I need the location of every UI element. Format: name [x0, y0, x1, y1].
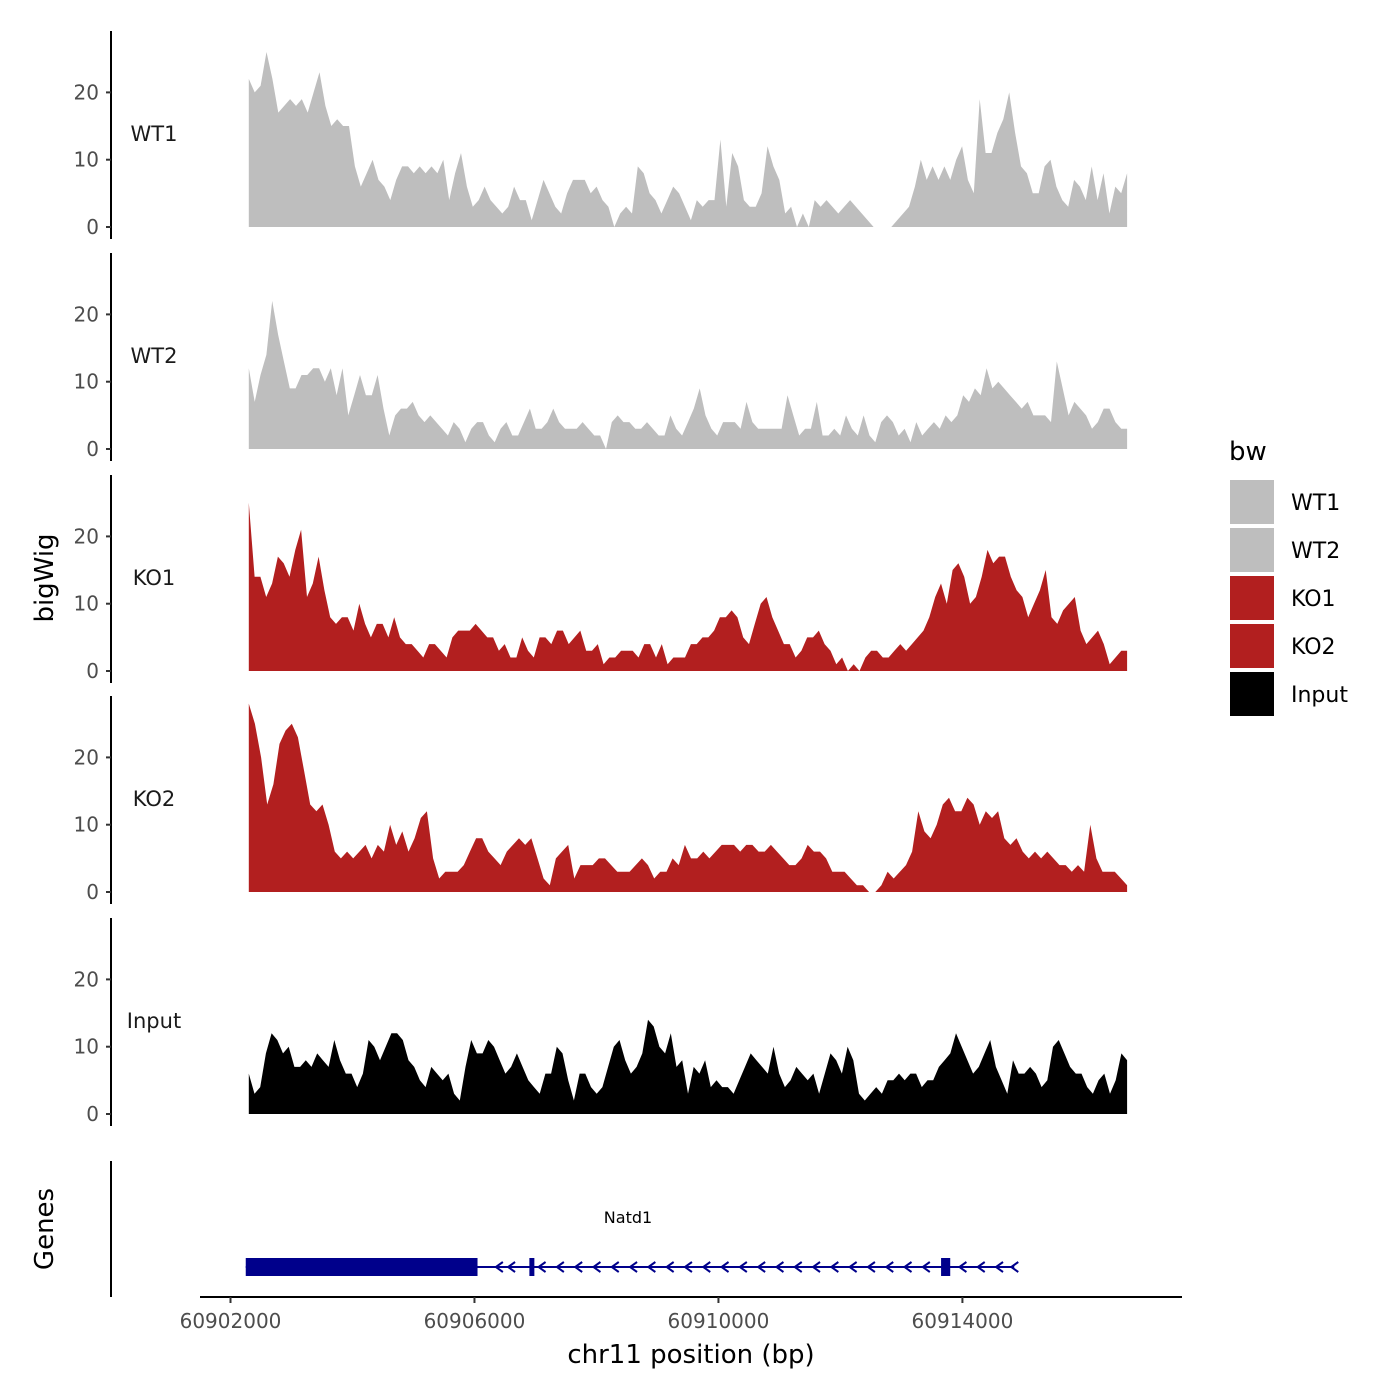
track-label-ko2: KO2: [133, 787, 176, 811]
area-ko2: [248, 703, 1128, 892]
gene-strand-arrow: [738, 1261, 748, 1273]
gene-strand-arrow: [555, 1261, 565, 1273]
panel-wt1: 0 10 20 WT1: [74, 31, 1128, 239]
panel-ko1: 0 10 20 KO1: [74, 475, 1128, 683]
gene-strand-arrow: [976, 1261, 986, 1273]
gene-strand-arrow: [506, 1261, 516, 1273]
x-tick-label: 60906000: [424, 1309, 526, 1333]
gene-strand-arrow: [610, 1261, 620, 1273]
gene-strand-arrow: [719, 1261, 730, 1273]
gene-exon: [245, 1258, 478, 1276]
gene-strand-arrow: [811, 1261, 821, 1273]
x-ticks: 60902000 60906000 60910000 60914000: [180, 1297, 1014, 1333]
panel-input: 0 10 20 Input: [74, 918, 1128, 1126]
gene-track-label: Genes: [30, 1188, 60, 1270]
gene-strand-arrow: [591, 1261, 602, 1273]
gene-strand-arrow: [829, 1261, 839, 1273]
gene-strand-arrow: [683, 1261, 693, 1273]
track-label-wt2: WT2: [131, 344, 178, 368]
legend-items: WT1 WT2 KO1 KO2 Input: [1230, 480, 1348, 716]
gene-strand-arrow: [957, 1261, 968, 1273]
gene-strand-arrow: [628, 1261, 638, 1273]
x-tick-label: 60902000: [180, 1309, 282, 1333]
gene-strand-arrow: [664, 1261, 675, 1273]
y-tick-label: 10: [74, 370, 99, 394]
y-tick-label: 10: [74, 813, 99, 837]
area-ko1: [248, 502, 1128, 671]
x-tick-label: 60910000: [668, 1309, 770, 1333]
gene-model: [245, 1258, 1019, 1276]
y-tick-label: 20: [74, 745, 99, 769]
gene-strand-arrow: [774, 1261, 785, 1273]
y-tick-label: 0: [86, 880, 99, 904]
y-tick-label: 0: [86, 437, 99, 461]
y-tick-label: 20: [74, 524, 99, 548]
y-axis-title: bigWig: [30, 533, 60, 622]
track-label-ko1: KO1: [133, 566, 176, 590]
gene-track: Genes Natd1: [30, 1161, 1019, 1297]
y-tick-label: 20: [74, 302, 99, 326]
y-tick-label: 0: [86, 659, 99, 683]
y-tick-label: 10: [74, 1035, 99, 1059]
legend-swatch-wt1: [1230, 480, 1274, 524]
area-input: [248, 1019, 1128, 1114]
y-tick-label: 10: [74, 148, 99, 172]
legend: bw WT1 WT2 KO1 KO2 Input: [1229, 437, 1348, 716]
gene-strand-arrow: [921, 1261, 931, 1273]
legend-swatch-ko1: [1230, 576, 1274, 620]
gene-strand-arrow: [1009, 1261, 1019, 1273]
legend-label-ko2: KO2: [1291, 635, 1336, 660]
track-label-wt1: WT1: [131, 122, 178, 146]
gene-strand-arrow: [902, 1261, 913, 1273]
x-axis: 60902000 60906000 60910000 60914000 chr11 p…: [180, 1296, 1182, 1370]
gene-strand-arrow: [573, 1261, 583, 1273]
gene-exon: [941, 1258, 951, 1276]
x-axis-title: chr11 position (bp): [567, 1340, 814, 1370]
gene-strand-arrow: [494, 1261, 504, 1273]
gene-strand-arrow: [701, 1261, 711, 1273]
track-panels: 0 10 20 WT1 0 10 20 WT2 0 10 20 KO1 0 10 20 KO2 0 10 20 Inp…: [74, 31, 1128, 1126]
legend-label-wt1: WT1: [1291, 491, 1340, 516]
legend-label-wt2: WT2: [1291, 539, 1340, 564]
y-tick-label: 20: [74, 80, 99, 104]
y-tick-label: 0: [86, 215, 99, 239]
y-tick-label: 10: [74, 592, 99, 616]
area-wt1: [248, 52, 1128, 227]
gene-strand-arrow: [536, 1261, 547, 1273]
legend-swatch-input: [1230, 672, 1274, 716]
gene-strand-arrow: [884, 1261, 894, 1273]
legend-swatch-wt2: [1230, 528, 1274, 572]
gene-strand-arrow: [756, 1261, 766, 1273]
area-wt2: [248, 300, 1128, 449]
gene-strand-arrow: [793, 1261, 803, 1273]
gene-strand-arrow: [847, 1261, 858, 1273]
x-tick-label: 60914000: [912, 1309, 1014, 1333]
y-tick-label: 0: [86, 1102, 99, 1126]
gene-name-label: Natd1: [604, 1208, 652, 1227]
y-tick-label: 20: [74, 967, 99, 991]
gene-strand-arrow: [866, 1261, 876, 1273]
gene-strand-arrow: [994, 1261, 1004, 1273]
panel-wt2: 0 10 20 WT2: [74, 253, 1128, 461]
panel-ko2: 0 10 20 KO2: [74, 696, 1128, 904]
legend-title: bw: [1229, 437, 1267, 467]
legend-label-ko1: KO1: [1291, 587, 1336, 612]
gene-strand-arrow: [646, 1261, 656, 1273]
legend-label-input: Input: [1291, 683, 1348, 708]
legend-swatch-ko2: [1230, 624, 1274, 668]
track-label-input: Input: [127, 1009, 181, 1033]
gene-exon: [529, 1258, 535, 1276]
